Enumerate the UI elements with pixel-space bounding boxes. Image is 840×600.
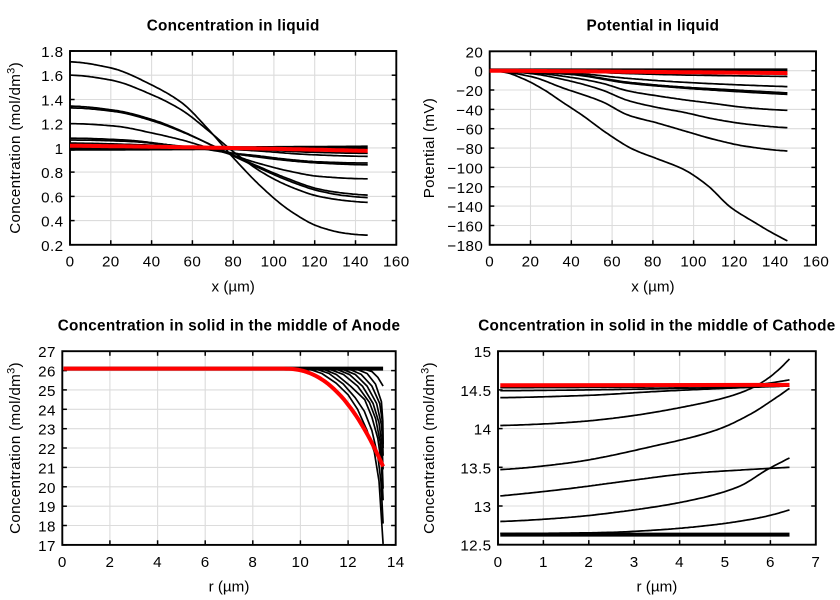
svg-text:14: 14	[387, 554, 405, 571]
svg-text:Potential (mV): Potential (mV)	[421, 98, 438, 198]
svg-text:12.5: 12.5	[460, 538, 491, 555]
svg-text:Concentration (mol/dm3): Concentration (mol/dm3)	[420, 362, 439, 534]
svg-text:140: 140	[342, 254, 369, 271]
svg-text:160: 160	[383, 254, 410, 271]
svg-text:1.2: 1.2	[41, 117, 63, 134]
svg-text:24: 24	[38, 402, 56, 419]
svg-text:13.5: 13.5	[460, 460, 491, 477]
svg-text:2: 2	[105, 554, 114, 571]
svg-text:−40: −40	[456, 102, 483, 119]
svg-text:80: 80	[224, 254, 242, 271]
svg-text:100: 100	[680, 254, 707, 271]
svg-text:20: 20	[38, 480, 56, 497]
svg-text:0.2: 0.2	[41, 238, 63, 255]
svg-text:Concentration in solid in the: Concentration in solid in the middle of …	[58, 318, 401, 335]
svg-text:60: 60	[184, 254, 202, 271]
svg-text:21: 21	[38, 460, 56, 477]
svg-text:0: 0	[66, 254, 75, 271]
svg-text:0.6: 0.6	[41, 189, 63, 206]
svg-text:18: 18	[38, 519, 56, 536]
svg-text:100: 100	[261, 254, 288, 271]
svg-text:20: 20	[465, 44, 483, 61]
svg-text:22: 22	[38, 441, 56, 458]
svg-text:x (µm): x (µm)	[631, 279, 674, 296]
svg-text:−100: −100	[447, 160, 483, 177]
svg-text:−20: −20	[456, 83, 483, 100]
svg-text:23: 23	[38, 422, 56, 439]
svg-text:26: 26	[38, 364, 56, 381]
svg-text:1.8: 1.8	[41, 44, 63, 61]
svg-text:3: 3	[630, 554, 639, 571]
svg-text:Concentration in solid in the: Concentration in solid in the middle of …	[478, 318, 835, 335]
svg-text:25: 25	[38, 383, 56, 400]
svg-text:−180: −180	[447, 238, 483, 255]
svg-text:13: 13	[474, 499, 492, 516]
svg-text:140: 140	[762, 254, 789, 271]
svg-text:4: 4	[153, 554, 162, 571]
svg-text:120: 120	[721, 254, 748, 271]
svg-text:17: 17	[38, 538, 56, 555]
svg-text:Concentration in liquid: Concentration in liquid	[147, 18, 320, 35]
svg-text:4: 4	[675, 554, 684, 571]
svg-text:40: 40	[562, 254, 580, 271]
svg-text:1: 1	[55, 141, 64, 158]
svg-text:7: 7	[811, 554, 820, 571]
svg-text:12: 12	[339, 554, 357, 571]
svg-text:2: 2	[584, 554, 593, 571]
svg-text:27: 27	[38, 344, 56, 361]
svg-text:14: 14	[474, 422, 492, 439]
svg-text:14.5: 14.5	[460, 383, 491, 400]
svg-text:8: 8	[248, 554, 257, 571]
svg-text:1.6: 1.6	[41, 68, 63, 85]
svg-text:120: 120	[301, 254, 328, 271]
svg-text:6: 6	[766, 554, 775, 571]
svg-text:−80: −80	[456, 141, 483, 158]
svg-text:x (µm): x (µm)	[212, 279, 255, 296]
svg-text:10: 10	[292, 554, 310, 571]
svg-text:0.8: 0.8	[41, 165, 63, 182]
svg-text:−140: −140	[447, 199, 483, 216]
svg-text:1: 1	[539, 554, 548, 571]
svg-text:15: 15	[474, 344, 492, 361]
svg-text:20: 20	[522, 254, 540, 271]
svg-text:Concentration (mol/dm3): Concentration (mol/dm3)	[6, 362, 25, 534]
svg-text:r (µm): r (µm)	[637, 579, 678, 596]
svg-text:5: 5	[721, 554, 730, 571]
svg-text:60: 60	[603, 254, 621, 271]
svg-text:0: 0	[58, 554, 67, 571]
svg-text:−160: −160	[447, 219, 483, 236]
svg-text:0: 0	[474, 64, 483, 81]
svg-text:6: 6	[201, 554, 210, 571]
svg-text:0: 0	[494, 554, 503, 571]
svg-text:19: 19	[38, 499, 56, 516]
svg-text:−120: −120	[447, 180, 483, 197]
svg-text:r (µm): r (µm)	[209, 579, 250, 596]
svg-text:1.4: 1.4	[41, 93, 63, 110]
svg-text:0: 0	[485, 254, 494, 271]
svg-text:20: 20	[102, 254, 120, 271]
svg-text:0.4: 0.4	[41, 214, 63, 231]
svg-text:Potential in liquid: Potential in liquid	[587, 18, 720, 35]
svg-text:−60: −60	[456, 122, 483, 139]
svg-text:160: 160	[803, 254, 830, 271]
svg-text:80: 80	[644, 254, 662, 271]
svg-text:Concentration (mol/dm3): Concentration (mol/dm3)	[6, 62, 25, 234]
svg-text:40: 40	[143, 254, 161, 271]
